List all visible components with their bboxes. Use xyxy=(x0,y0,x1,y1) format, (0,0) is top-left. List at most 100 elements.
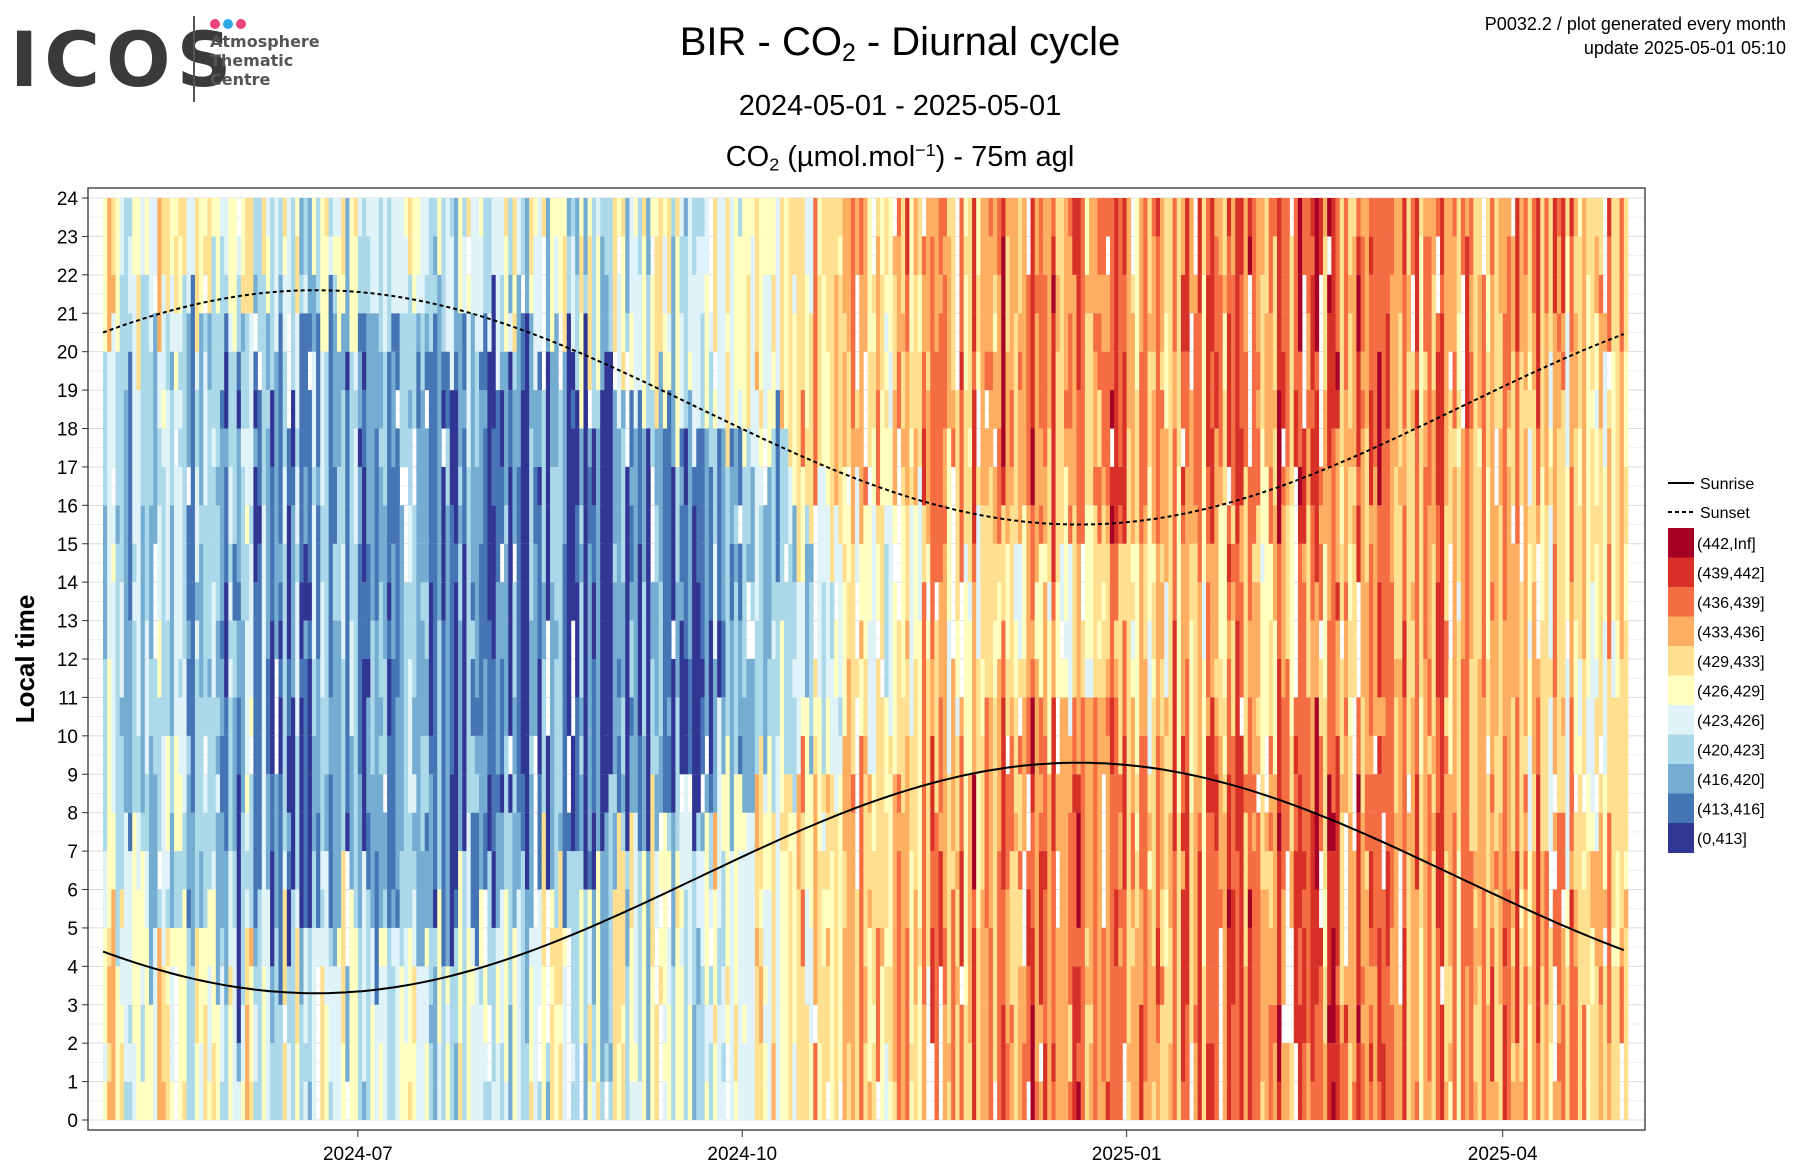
heatmap-cell xyxy=(1364,1043,1370,1120)
heatmap-cell xyxy=(186,774,192,890)
heatmap-cell xyxy=(1623,274,1629,352)
heatmap-cell xyxy=(750,927,756,1120)
heatmap-cell xyxy=(115,812,121,967)
heatmap-cell xyxy=(1431,1081,1437,1120)
heatmap-cell xyxy=(930,313,935,391)
heatmap-cell xyxy=(1243,198,1249,314)
heatmap-cell xyxy=(1460,659,1466,698)
heatmap-cell xyxy=(951,851,956,890)
heatmap-cell xyxy=(604,351,609,467)
heatmap-cell xyxy=(470,659,476,736)
heatmap-cell xyxy=(1231,351,1236,506)
heatmap-cell xyxy=(1189,812,1194,1005)
heatmap-cell xyxy=(499,466,505,544)
heatmap-cell xyxy=(792,274,797,314)
heatmap-cell xyxy=(1302,582,1307,736)
heatmap-cell xyxy=(107,620,112,659)
heatmap-cell xyxy=(249,620,254,659)
heatmap-cell xyxy=(1431,735,1437,775)
heatmap-cell xyxy=(366,505,371,544)
heatmap-cell xyxy=(1235,543,1240,621)
heatmap-cell xyxy=(1289,428,1295,506)
heatmap-cell xyxy=(366,812,371,890)
heatmap-cell xyxy=(629,735,634,813)
heatmap-cell xyxy=(1548,351,1554,429)
heatmap-cell xyxy=(1122,466,1127,544)
heatmap-cell xyxy=(825,889,831,928)
heatmap-cell xyxy=(249,697,254,736)
heatmap-cell xyxy=(1477,466,1483,506)
heatmap-cell xyxy=(1151,697,1157,852)
heatmap-cell xyxy=(1293,812,1299,852)
heatmap-cell xyxy=(199,198,204,237)
heatmap-cell xyxy=(1582,505,1587,583)
heatmap-cell xyxy=(809,543,814,583)
heatmap-cell xyxy=(1410,812,1416,1005)
heatmap-cell xyxy=(1155,198,1161,237)
heatmap-cell xyxy=(846,582,852,659)
heatmap-cell xyxy=(1306,313,1311,391)
heatmap-cell xyxy=(650,428,655,467)
heatmap-cell xyxy=(1022,620,1027,659)
heatmap-cell xyxy=(1018,735,1023,775)
heatmap-cell xyxy=(207,1081,212,1120)
heatmap-cell xyxy=(311,735,317,813)
heatmap-cell xyxy=(917,313,923,352)
heatmap-cell xyxy=(203,351,208,467)
heatmap-cell xyxy=(1143,889,1148,967)
heatmap-cell xyxy=(1180,774,1186,813)
heatmap-cell xyxy=(1201,274,1207,314)
heatmap-cell xyxy=(479,1043,484,1082)
legend-label: (416,420] xyxy=(1697,772,1765,789)
heatmap-cell xyxy=(667,1004,672,1120)
heatmap-cell xyxy=(959,351,964,391)
heatmap-cell xyxy=(495,774,501,813)
heatmap-cell xyxy=(604,774,609,813)
heatmap-cell xyxy=(1368,543,1374,698)
heatmap-cell xyxy=(1076,543,1081,775)
heatmap-cell xyxy=(1013,659,1019,698)
heatmap-cell xyxy=(1323,620,1328,659)
heatmap-cell xyxy=(303,390,309,429)
heatmap-cell xyxy=(524,543,530,583)
heatmap-cell xyxy=(169,274,175,352)
heatmap-cell xyxy=(871,274,877,314)
heatmap-cell xyxy=(378,1043,384,1120)
heatmap-cell xyxy=(1297,1004,1303,1120)
heatmap-cell xyxy=(775,889,781,1120)
heatmap-cell xyxy=(550,1043,555,1120)
heatmap-cell xyxy=(128,1004,133,1044)
heatmap-cell xyxy=(829,774,835,852)
heatmap-cell xyxy=(1385,236,1391,314)
heatmap-cell xyxy=(433,735,438,775)
heatmap-cell xyxy=(1452,543,1457,659)
heatmap-cell xyxy=(362,198,367,237)
heatmap-cell xyxy=(261,351,267,391)
heatmap-cell xyxy=(600,812,605,852)
heatmap-cell xyxy=(420,966,426,1120)
heatmap-cell xyxy=(1590,351,1595,391)
heatmap-cell xyxy=(245,428,250,506)
heatmap-cell xyxy=(370,620,375,659)
heatmap-cell xyxy=(1536,1043,1541,1082)
heatmap-cell xyxy=(504,620,509,736)
heatmap-cell xyxy=(679,966,685,1005)
heatmap-cell xyxy=(370,1043,375,1120)
heatmap-cell xyxy=(558,1004,563,1044)
heatmap-cell xyxy=(245,927,250,1005)
heatmap-cell xyxy=(608,774,614,967)
heatmap-cell xyxy=(144,774,150,852)
heatmap-cell xyxy=(107,1081,112,1120)
heatmap-cell xyxy=(1001,1004,1006,1044)
heatmap-cell xyxy=(462,198,467,237)
heatmap-cell xyxy=(529,812,534,852)
heatmap-cell xyxy=(1460,198,1466,275)
heatmap-cell xyxy=(341,198,346,275)
heatmap-cell xyxy=(1360,198,1366,237)
heatmap-cell xyxy=(1130,966,1136,1120)
heatmap-cell xyxy=(533,1043,538,1120)
y-tick-label: 9 xyxy=(67,765,78,786)
heatmap-cell xyxy=(942,274,948,391)
heatmap-cell xyxy=(487,543,492,621)
heatmap-cell xyxy=(1577,428,1583,506)
